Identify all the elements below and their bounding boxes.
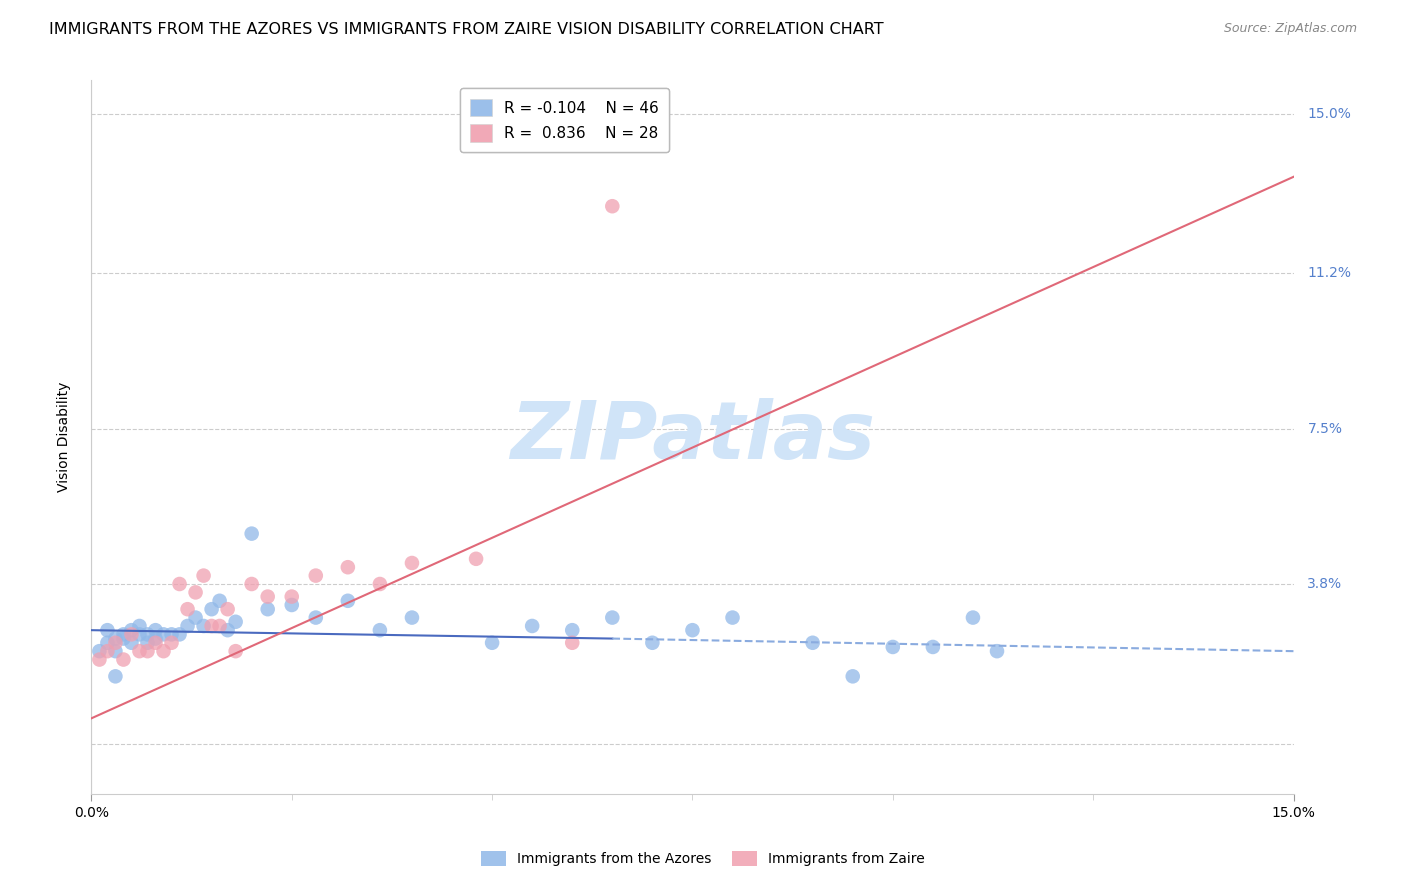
- Point: [96, 644, 118, 658]
- Point: [128, 619, 150, 633]
- Point: [193, 568, 215, 582]
- Point: [136, 636, 159, 650]
- Text: 7.5%: 7.5%: [1308, 422, 1343, 435]
- Point: [281, 590, 304, 604]
- Point: [169, 577, 191, 591]
- Point: [112, 632, 135, 646]
- Point: [152, 644, 174, 658]
- Point: [208, 619, 231, 633]
- Legend: R = -0.104    N = 46, R =  0.836    N = 28: R = -0.104 N = 46, R = 0.836 N = 28: [460, 88, 669, 153]
- Point: [561, 636, 583, 650]
- Point: [96, 636, 118, 650]
- Point: [152, 627, 174, 641]
- Point: [184, 585, 207, 599]
- Point: [465, 551, 488, 566]
- Point: [136, 644, 159, 658]
- Point: [841, 669, 863, 683]
- Point: [217, 623, 239, 637]
- Point: [368, 577, 391, 591]
- Point: [176, 602, 198, 616]
- Point: [121, 627, 143, 641]
- Text: ZIPatlas: ZIPatlas: [510, 398, 875, 476]
- Point: [401, 556, 423, 570]
- Point: [256, 590, 278, 604]
- Point: [201, 619, 224, 633]
- Point: [89, 644, 111, 658]
- Point: [160, 636, 183, 650]
- Point: [368, 623, 391, 637]
- Point: [201, 602, 224, 616]
- Point: [305, 610, 328, 624]
- Point: [104, 632, 127, 646]
- Point: [217, 602, 239, 616]
- Point: [145, 636, 167, 650]
- Point: [561, 623, 583, 637]
- Point: [145, 623, 167, 637]
- Point: [169, 627, 191, 641]
- Legend: Immigrants from the Azores, Immigrants from Zaire: Immigrants from the Azores, Immigrants f…: [475, 846, 931, 871]
- Point: [305, 568, 328, 582]
- Point: [922, 640, 945, 654]
- Text: 3.8%: 3.8%: [1308, 577, 1343, 591]
- Point: [681, 623, 703, 637]
- Point: [225, 644, 247, 658]
- Point: [225, 615, 247, 629]
- Point: [145, 632, 167, 646]
- Point: [128, 644, 150, 658]
- Point: [160, 627, 183, 641]
- Point: [104, 636, 127, 650]
- Point: [193, 619, 215, 633]
- Point: [401, 610, 423, 624]
- Point: [89, 652, 111, 666]
- Point: [882, 640, 904, 654]
- Point: [602, 610, 624, 624]
- Y-axis label: Vision Disability: Vision Disability: [56, 382, 70, 492]
- Point: [104, 669, 127, 683]
- Point: [176, 619, 198, 633]
- Point: [240, 526, 263, 541]
- Point: [112, 627, 135, 641]
- Text: 11.2%: 11.2%: [1308, 267, 1351, 280]
- Point: [336, 560, 359, 574]
- Point: [208, 594, 231, 608]
- Point: [522, 619, 544, 633]
- Point: [721, 610, 744, 624]
- Point: [104, 644, 127, 658]
- Point: [481, 636, 503, 650]
- Point: [121, 623, 143, 637]
- Point: [121, 636, 143, 650]
- Point: [96, 623, 118, 637]
- Point: [801, 636, 824, 650]
- Text: 15.0%: 15.0%: [1308, 107, 1351, 120]
- Point: [256, 602, 278, 616]
- Point: [281, 598, 304, 612]
- Point: [641, 636, 664, 650]
- Point: [136, 627, 159, 641]
- Text: Source: ZipAtlas.com: Source: ZipAtlas.com: [1223, 22, 1357, 36]
- Point: [962, 610, 984, 624]
- Text: IMMIGRANTS FROM THE AZORES VS IMMIGRANTS FROM ZAIRE VISION DISABILITY CORRELATIO: IMMIGRANTS FROM THE AZORES VS IMMIGRANTS…: [49, 22, 884, 37]
- Point: [986, 644, 1008, 658]
- Point: [602, 199, 624, 213]
- Point: [184, 610, 207, 624]
- Point: [336, 594, 359, 608]
- Point: [112, 652, 135, 666]
- Point: [128, 627, 150, 641]
- Point: [240, 577, 263, 591]
